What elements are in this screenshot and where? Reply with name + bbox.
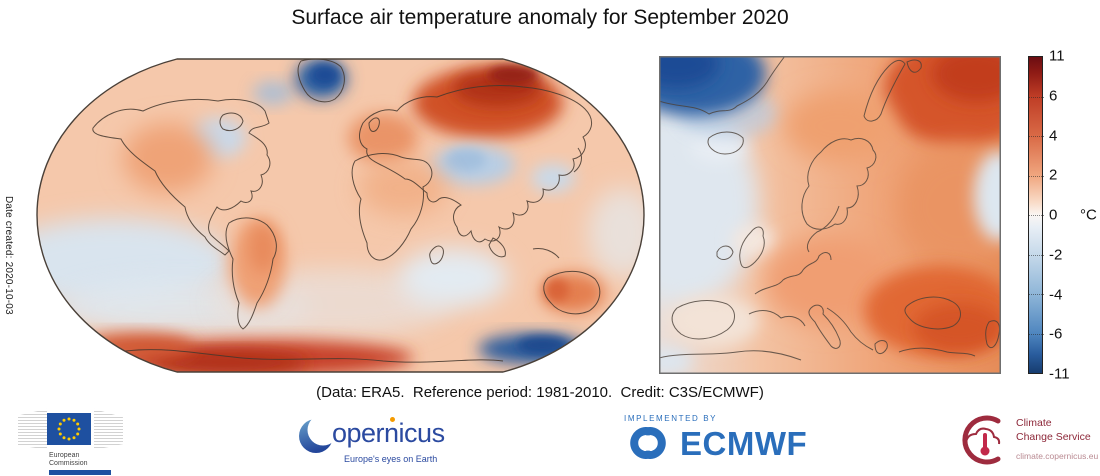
colorbar-tick-label: 4 xyxy=(1049,127,1058,144)
colorbar-tick-label: 11 xyxy=(1049,47,1065,65)
eu-hatch-left-icon xyxy=(18,408,47,450)
colorbar-tick-label: -2 xyxy=(1049,246,1063,264)
eu-line1: European xyxy=(49,452,80,459)
date-created-note: Date created: 2020-10-03 xyxy=(3,196,14,315)
copernicus-satellite-dot-icon xyxy=(390,416,395,422)
global-map-graphic xyxy=(36,58,645,373)
ecmwf-implemented-by-label: IMPLEMENTED BY xyxy=(624,414,718,423)
colorbar-tick xyxy=(1029,215,1044,216)
eu-blue-bar xyxy=(49,470,111,476)
copernicus-tagline: Europe's eyes on Earth xyxy=(344,454,438,464)
colorbar-tick-label: -11 xyxy=(1049,365,1070,383)
colorbar-tick-label: 0 xyxy=(1049,206,1058,224)
europe-anomaly-map xyxy=(659,56,1001,374)
european-commission-logo: European Commission xyxy=(18,408,138,476)
eu-hatch-right-icon xyxy=(94,408,123,450)
colorbar-tick xyxy=(1029,96,1044,98)
colorbar-tick xyxy=(1029,254,1044,256)
c3s-name-line1: Climate xyxy=(1016,416,1052,429)
c3s-name-line2: Change Service xyxy=(1016,430,1091,443)
eu-line2: Commission xyxy=(49,460,88,468)
colorbar-tick xyxy=(1029,175,1044,177)
colorbar-gradient xyxy=(1028,56,1044,374)
colorbar-tick-label: -6 xyxy=(1049,325,1063,343)
ecmwf-interlocking-c-icon xyxy=(630,427,666,459)
page-title: Surface air temperature anomaly for Sept… xyxy=(291,6,789,29)
colorbar-tick-label: 6 xyxy=(1049,87,1058,105)
eu-flag-graphic xyxy=(18,408,138,450)
ecmwf-wordmark: ECMWF xyxy=(680,424,808,462)
copernicus-c-swoosh-icon xyxy=(299,414,336,453)
ecmwf-logo: IMPLEMENTED BY ECMWF xyxy=(620,414,810,461)
copernicus-wordmark: opernicus xyxy=(332,416,445,448)
c3s-url: climate.copernicus.eu xyxy=(1016,451,1099,462)
climate-change-service-logo: Climate Change Service climate.copernicu… xyxy=(952,409,1100,469)
c3s-name: Climate Change Service xyxy=(1016,417,1098,444)
copernicus-wordmark-text: opernicus xyxy=(332,417,445,448)
colorbar-tick xyxy=(1029,136,1044,137)
eu-flag-icon xyxy=(47,413,91,445)
eu-commission-label: European Commission xyxy=(49,452,138,468)
colorbar-tick xyxy=(1029,333,1044,335)
copernicus-logo: opernicus Europe's eyes on Earth xyxy=(298,410,448,464)
europe-map-graphic xyxy=(659,56,1001,374)
global-anomaly-map xyxy=(33,53,650,380)
colorbar-unit-label: °C xyxy=(1080,206,1097,224)
colorbar-tick-label: 2 xyxy=(1049,166,1058,184)
figure-caption: (Data: ERA5. Reference period: 1981-2010… xyxy=(316,384,764,401)
colorbar-tick xyxy=(1029,294,1044,295)
c3s-cloud-thermometer-icon xyxy=(962,415,1001,465)
colorbar-tick-label: -4 xyxy=(1049,286,1063,303)
temperature-colorbar: 11 6 4 2 0 -2 -4 -6 -11 °C xyxy=(1028,49,1098,382)
